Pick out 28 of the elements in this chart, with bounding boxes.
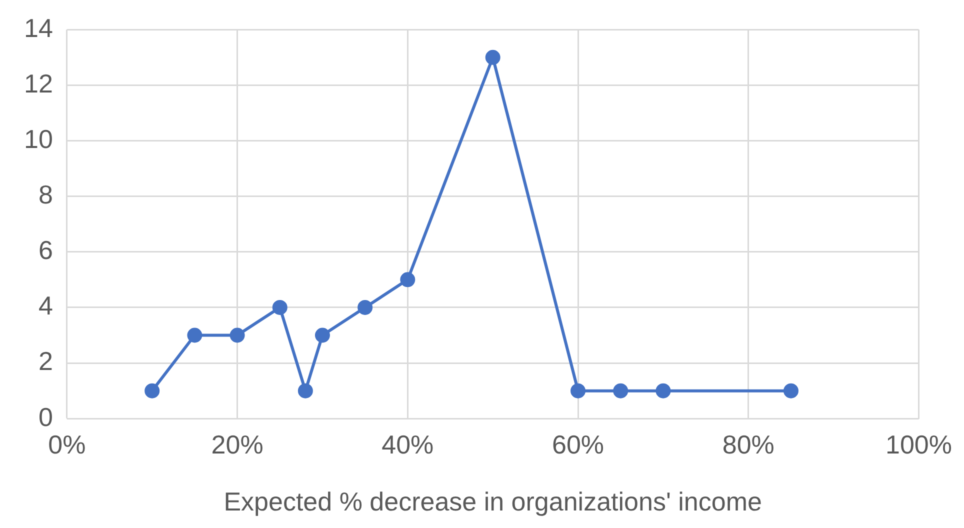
x-tick-label: 20%	[211, 429, 264, 460]
y-tick-label: 4	[38, 290, 53, 321]
y-tick-label: 10	[24, 124, 53, 154]
point	[358, 300, 373, 315]
y-tick-label: 2	[38, 346, 53, 376]
point	[783, 383, 798, 398]
point	[187, 328, 202, 343]
x-tick-label: 40%	[382, 429, 434, 460]
x-axis-title: Expected % decrease in organizations' income	[224, 486, 762, 517]
point	[230, 328, 245, 343]
point	[400, 272, 416, 288]
point	[314, 328, 330, 343]
x-tick-label: 60%	[552, 429, 604, 460]
x-tick-label: 80%	[722, 429, 774, 460]
y-tick-label: 6	[38, 235, 53, 266]
x-tick-label: 0%	[48, 429, 86, 460]
x-tick-label: 100%	[886, 429, 952, 460]
point	[298, 383, 313, 398]
point	[144, 383, 160, 398]
point	[570, 383, 586, 398]
point	[613, 383, 628, 398]
y-tick-label: 0	[38, 402, 53, 432]
y-tick-label: 8	[38, 179, 53, 210]
point	[272, 300, 288, 315]
point	[656, 383, 671, 398]
y-tick-label: 14	[24, 12, 53, 43]
y-tick-label: 12	[24, 68, 53, 98]
point	[485, 50, 500, 65]
